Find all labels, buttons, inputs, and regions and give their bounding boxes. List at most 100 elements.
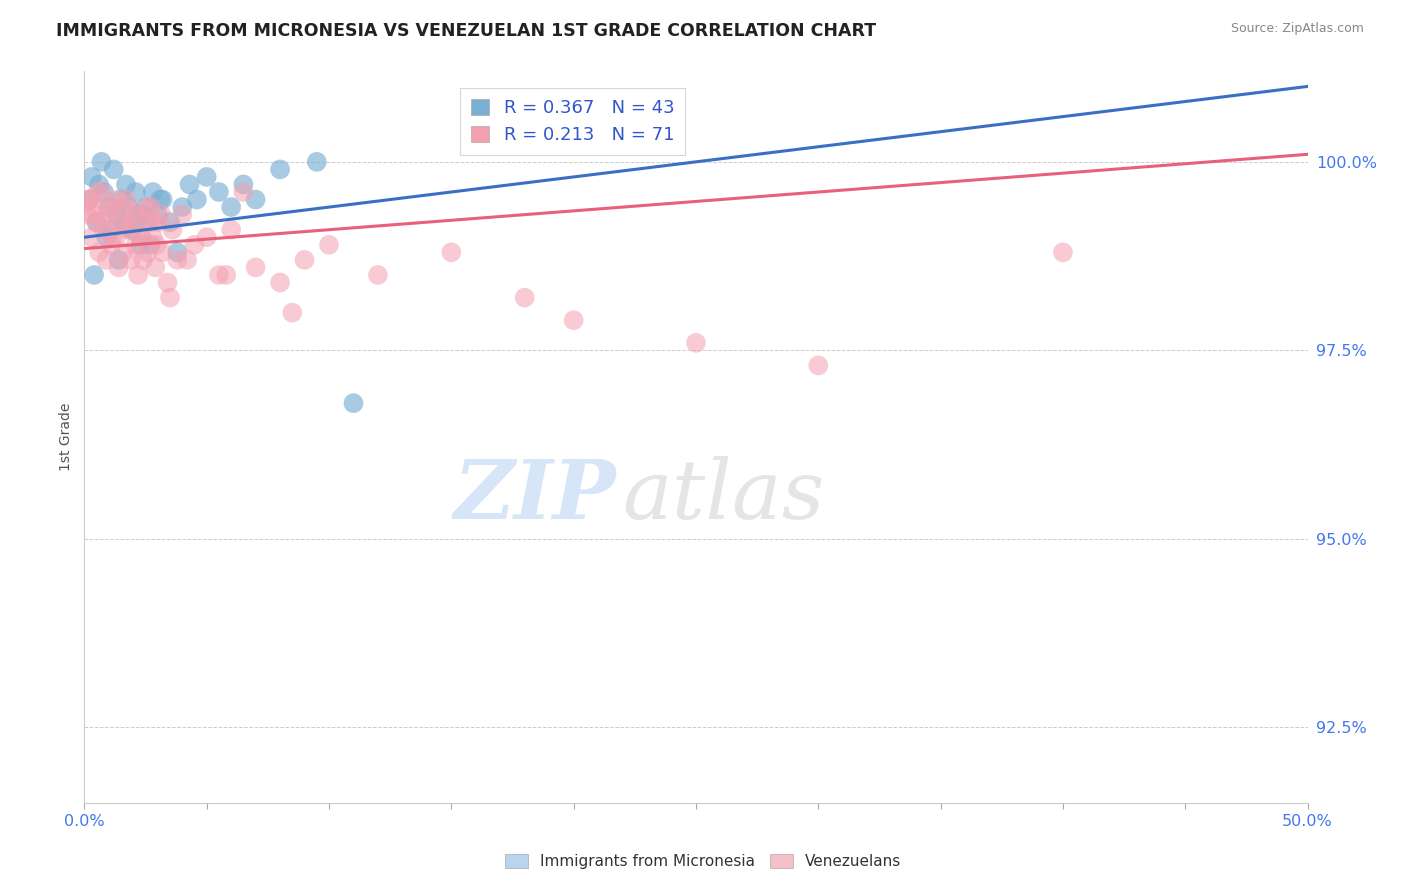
Point xyxy=(150,208,173,222)
Text: Source: ZipAtlas.com: Source: ZipAtlas.com xyxy=(1230,22,1364,36)
Point xyxy=(318,237,340,252)
Point xyxy=(208,268,231,282)
Point xyxy=(513,291,536,305)
Point xyxy=(149,193,172,207)
Point xyxy=(245,260,267,275)
Point xyxy=(93,185,115,199)
Point xyxy=(152,193,174,207)
Point xyxy=(90,154,112,169)
Point xyxy=(367,268,389,282)
Point xyxy=(105,193,128,207)
Point xyxy=(136,215,159,229)
Point xyxy=(135,200,157,214)
Point xyxy=(115,193,138,207)
Point xyxy=(101,230,124,244)
Point xyxy=(125,185,148,199)
Legend: R = 0.367   N = 43, R = 0.213   N = 71: R = 0.367 N = 43, R = 0.213 N = 71 xyxy=(460,87,685,155)
Point xyxy=(129,230,152,244)
Point xyxy=(146,208,169,222)
Point xyxy=(186,193,208,207)
Point xyxy=(136,245,159,260)
Point xyxy=(172,208,194,222)
Point xyxy=(87,178,110,192)
Point xyxy=(107,260,129,275)
Point xyxy=(87,245,110,260)
Point xyxy=(107,252,129,267)
Point xyxy=(127,208,149,222)
Point xyxy=(139,237,162,252)
Point xyxy=(305,154,328,169)
Point xyxy=(82,208,104,222)
Point xyxy=(93,223,115,237)
Point xyxy=(97,200,120,214)
Point xyxy=(77,193,100,207)
Point xyxy=(143,260,166,275)
Point xyxy=(685,335,707,350)
Point xyxy=(127,268,149,282)
Point xyxy=(195,169,218,184)
Point xyxy=(86,215,108,229)
Point xyxy=(562,313,585,327)
Point xyxy=(112,215,135,229)
Point xyxy=(100,237,122,252)
Point xyxy=(120,252,142,267)
Point xyxy=(172,200,194,214)
Text: atlas: atlas xyxy=(623,456,825,535)
Y-axis label: 1st Grade: 1st Grade xyxy=(59,403,73,471)
Point xyxy=(122,208,145,222)
Point xyxy=(219,200,242,214)
Text: ZIP: ZIP xyxy=(454,456,616,535)
Point xyxy=(176,252,198,267)
Point xyxy=(110,193,132,207)
Point xyxy=(139,200,162,214)
Point xyxy=(76,208,98,222)
Point xyxy=(129,237,152,252)
Point xyxy=(1052,245,1074,260)
Point xyxy=(146,215,169,229)
Point xyxy=(281,306,304,320)
Point xyxy=(83,200,105,214)
Point xyxy=(135,215,157,229)
Point xyxy=(208,185,231,199)
Point xyxy=(80,230,103,244)
Point xyxy=(83,268,105,282)
Point xyxy=(80,169,103,184)
Point xyxy=(121,223,143,237)
Point xyxy=(77,193,100,207)
Point xyxy=(117,200,139,214)
Point xyxy=(97,200,120,214)
Point xyxy=(91,215,114,229)
Point xyxy=(142,185,165,199)
Point xyxy=(215,268,238,282)
Point xyxy=(103,200,125,214)
Point xyxy=(117,223,139,237)
Point xyxy=(103,162,125,177)
Point xyxy=(807,359,830,373)
Point xyxy=(111,215,134,229)
Point xyxy=(232,178,254,192)
Point xyxy=(145,237,167,252)
Point xyxy=(159,291,181,305)
Point xyxy=(166,245,188,260)
Point xyxy=(96,252,118,267)
Point xyxy=(232,185,254,199)
Point xyxy=(269,162,291,177)
Point xyxy=(152,245,174,260)
Point xyxy=(219,223,242,237)
Point xyxy=(110,215,132,229)
Point xyxy=(90,185,112,199)
Point xyxy=(342,396,364,410)
Point xyxy=(97,208,120,222)
Point xyxy=(86,215,108,229)
Point xyxy=(132,208,155,222)
Point xyxy=(100,223,122,237)
Point xyxy=(166,252,188,267)
Legend: Immigrants from Micronesia, Venezuelans: Immigrants from Micronesia, Venezuelans xyxy=(499,848,907,875)
Point xyxy=(112,245,135,260)
Point xyxy=(125,208,148,222)
Point xyxy=(159,215,181,229)
Point xyxy=(122,223,145,237)
Point xyxy=(141,215,163,229)
Point xyxy=(77,193,100,207)
Point xyxy=(162,223,184,237)
